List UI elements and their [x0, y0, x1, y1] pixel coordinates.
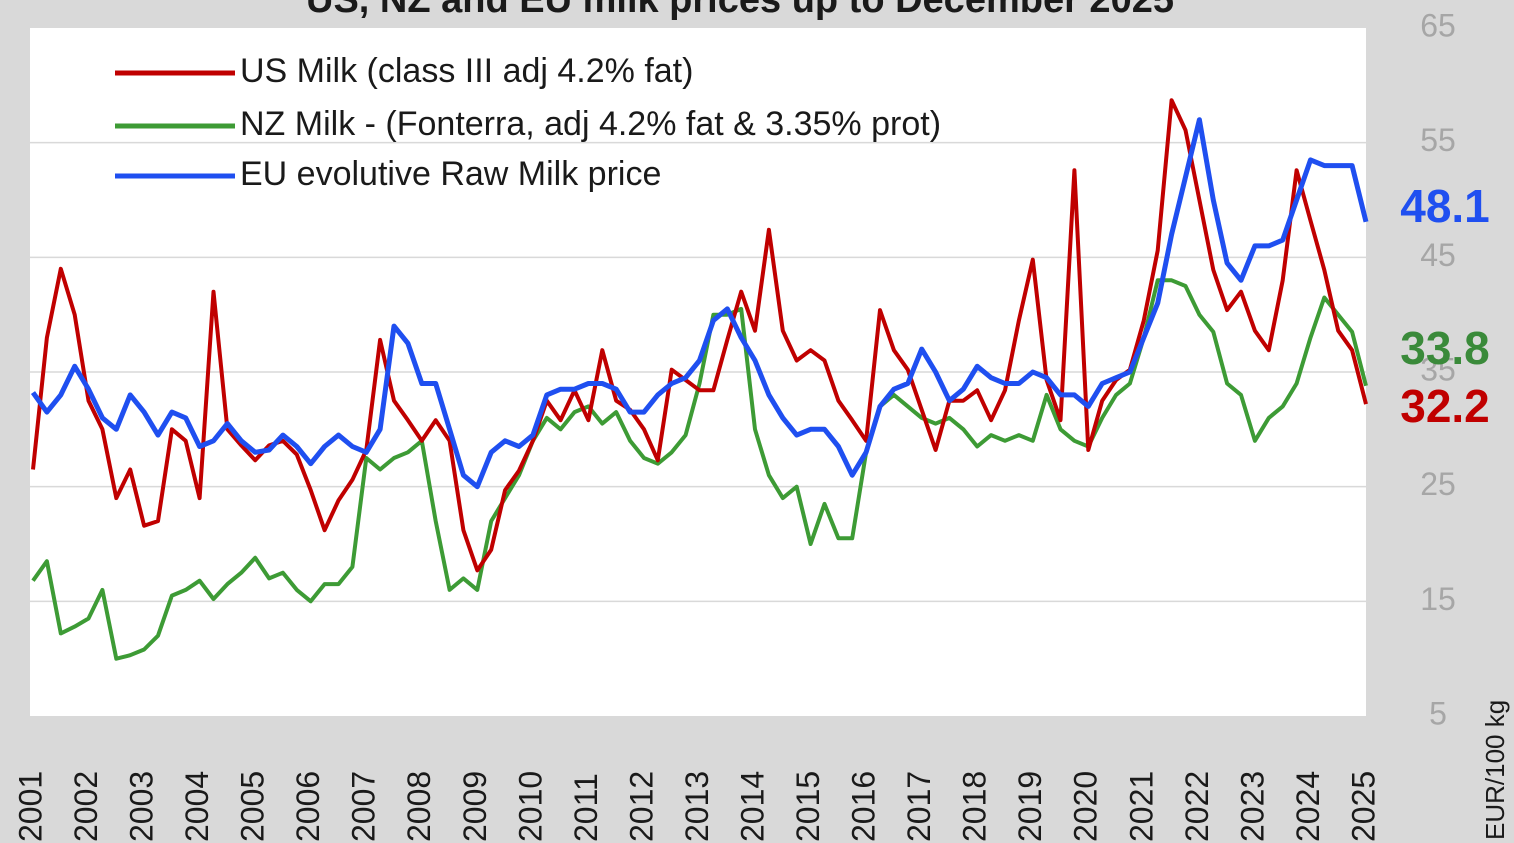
- x-tick-label: 2023: [1234, 771, 1270, 842]
- x-tick-label: 2016: [846, 771, 882, 842]
- x-tick-label: 2022: [1179, 771, 1215, 842]
- x-tick-label: 2012: [623, 771, 659, 842]
- x-tick-label: 2019: [1012, 771, 1048, 842]
- y-tick-label: 25: [1420, 466, 1456, 502]
- x-tick-label: 2011: [568, 773, 604, 842]
- x-tick-label: 2007: [346, 771, 382, 842]
- end-value-label: 33.8: [1400, 322, 1490, 374]
- x-tick-label: 2017: [901, 771, 937, 842]
- x-tick-label: 2005: [235, 771, 271, 842]
- y-tick-label: 35: [1420, 351, 1456, 387]
- x-tick-label: 2013: [679, 771, 715, 842]
- y-tick-label: 55: [1420, 122, 1456, 158]
- legend-label: US Milk (class III adj 4.2% fat): [240, 52, 693, 90]
- x-tick-label: 2015: [790, 771, 826, 842]
- x-tick-label: 2001: [12, 771, 48, 842]
- x-tick-label: 2002: [68, 771, 104, 842]
- x-tick-label: 2018: [957, 771, 993, 842]
- x-tick-label: 2004: [179, 771, 215, 842]
- legend-label: EU evolutive Raw Milk price: [240, 155, 661, 193]
- x-tick-label: 2020: [1068, 771, 1104, 842]
- x-tick-label: 2009: [457, 771, 493, 842]
- chart-title: US, NZ and EU milk prices up to December…: [306, 0, 1174, 21]
- x-tick-label: 2003: [124, 771, 160, 842]
- series-line: [30, 117, 1369, 490]
- end-value-label: 32.2: [1400, 380, 1490, 432]
- x-tick-label: 2025: [1345, 771, 1381, 842]
- x-tick-label: 2024: [1290, 771, 1326, 842]
- y-tick-label: 45: [1420, 237, 1456, 273]
- x-tick-label: 2006: [290, 771, 326, 842]
- y-tick-label: 15: [1420, 581, 1456, 617]
- x-tick-label: 2014: [734, 771, 770, 842]
- x-tick-label: 2008: [401, 771, 437, 842]
- legend-label: NZ Milk - (Fonterra, adj 4.2% fat & 3.35…: [240, 105, 941, 143]
- series-line: [31, 98, 1368, 573]
- y-tick-label: 5: [1429, 695, 1447, 731]
- x-tick-label: 2021: [1123, 771, 1159, 842]
- y-tick-label: 65: [1420, 7, 1456, 43]
- end-value-label: 48.1: [1400, 180, 1490, 232]
- y-axis-label: EUR/100 kg: [1480, 700, 1510, 840]
- x-tick-label: 2010: [512, 771, 548, 842]
